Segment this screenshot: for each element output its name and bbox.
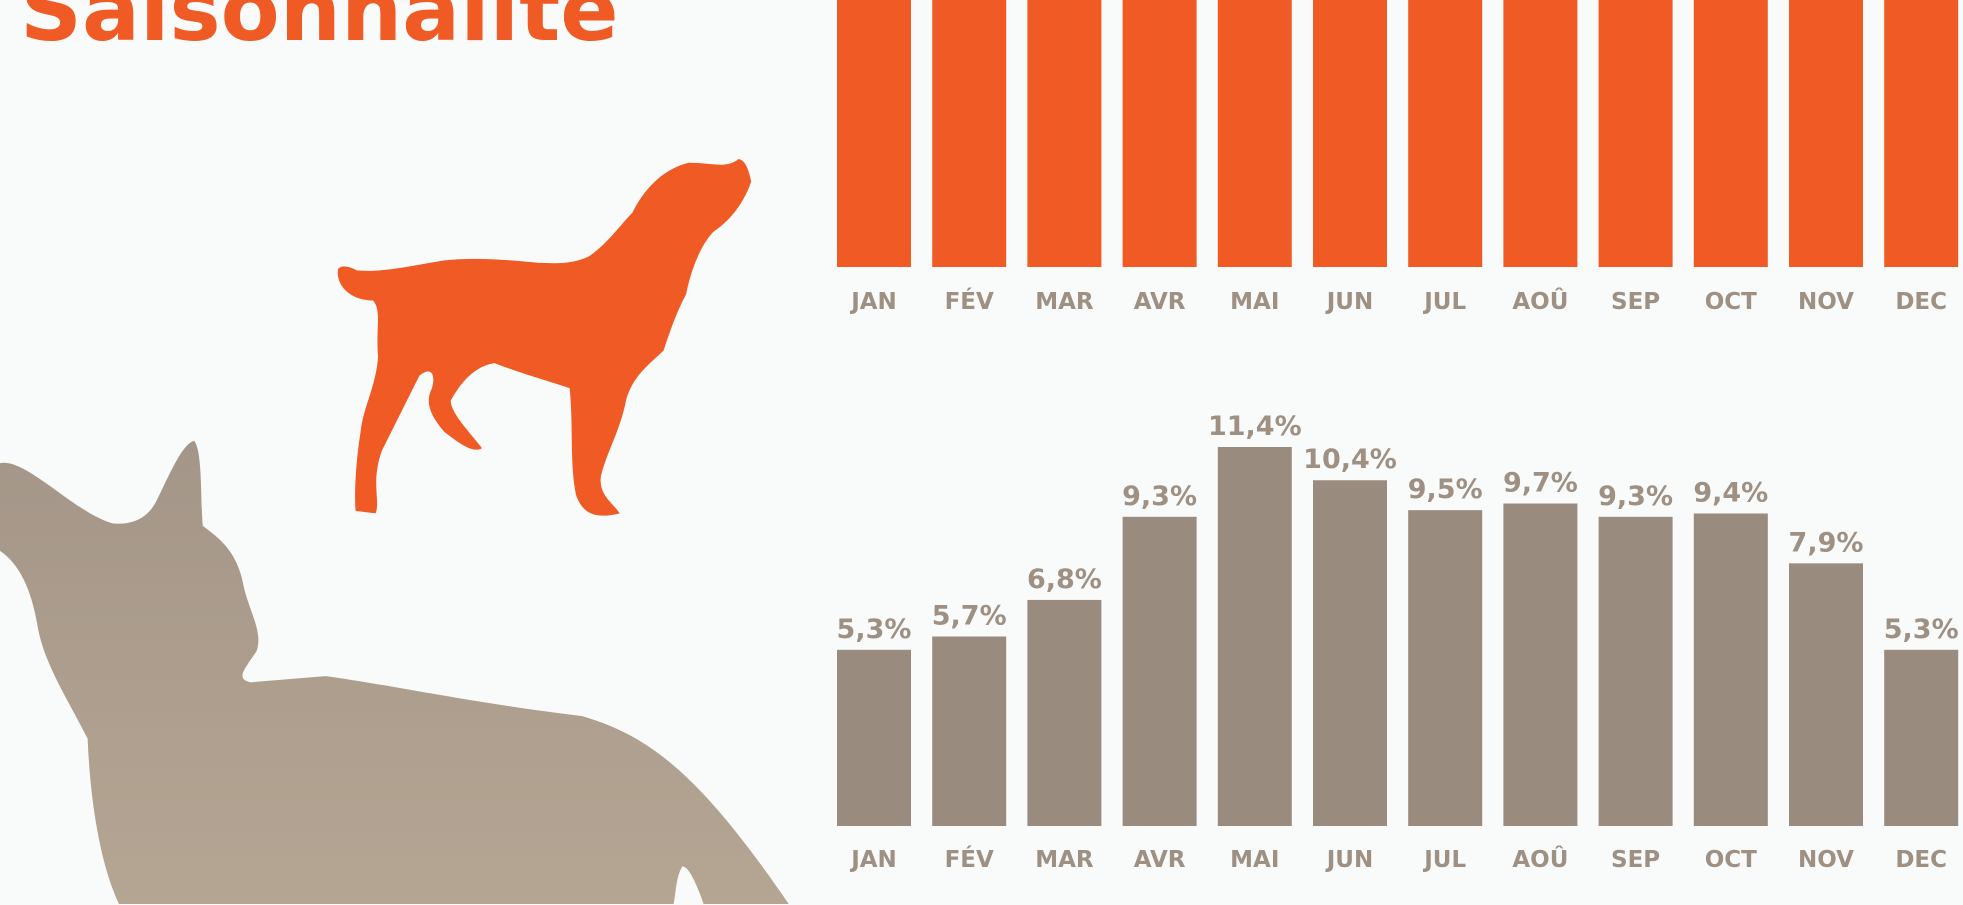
x-tick-label: AVR: [1134, 847, 1186, 873]
bar: [1694, 513, 1768, 826]
value-label: 9,7%: [1503, 468, 1578, 499]
x-tick-label: MAR: [1035, 847, 1094, 873]
x-tick-label: JUL: [1422, 847, 1466, 873]
x-tick-label: JAN: [849, 847, 897, 873]
page: Saisonnalité JAN FÉV MAR AVR MAI JUN JUL AOÛ SEP…: [0, 0, 1963, 905]
value-label: 5,3%: [837, 614, 912, 645]
cropped-bar: [1599, 0, 1673, 267]
value-label: 9,3%: [1122, 481, 1197, 512]
x-tick-label: OCT: [1705, 847, 1757, 873]
page-title: Saisonnalité: [20, 0, 619, 61]
x-tick-label: MAI: [1230, 289, 1279, 315]
x-tick-label: AOÛ: [1512, 845, 1568, 873]
infographic: Saisonnalité JAN FÉV MAR AVR MAI JUN JUL AOÛ SEP…: [0, 0, 1963, 905]
bar: [1123, 517, 1197, 826]
value-label: 9,5%: [1408, 474, 1483, 505]
value-label: 9,4%: [1693, 477, 1768, 508]
x-tick-label: MAR: [1035, 289, 1094, 315]
x-tick-label: NOV: [1798, 289, 1854, 315]
x-tick-label: AOÛ: [1512, 287, 1568, 315]
value-label: 10,4%: [1303, 444, 1397, 475]
x-tick-label: FÉV: [945, 845, 994, 873]
x-tick-label: JAN: [849, 289, 897, 315]
x-tick-label: AVR: [1134, 289, 1186, 315]
x-tick-label: SEP: [1611, 289, 1660, 315]
bar: [1027, 600, 1101, 826]
value-label: 9,3%: [1598, 481, 1673, 512]
value-label: 6,8%: [1027, 564, 1102, 595]
cropped-bar: [1123, 0, 1197, 267]
x-tick-label: JUN: [1325, 289, 1373, 315]
x-tick-label: OCT: [1705, 289, 1757, 315]
x-tick-label: JUL: [1422, 289, 1466, 315]
cropped-bar: [1884, 0, 1958, 267]
cropped-bar: [932, 0, 1006, 267]
cropped-bar: [837, 0, 911, 267]
value-label: 5,3%: [1884, 614, 1959, 645]
bar: [1218, 447, 1292, 826]
bar: [932, 637, 1006, 827]
x-tick-label: JUN: [1325, 847, 1373, 873]
cropped-bar: [1694, 0, 1768, 267]
x-tick-label: DEC: [1895, 289, 1947, 315]
bar: [1503, 504, 1577, 826]
value-label: 11,4%: [1208, 411, 1302, 442]
cropped-bar: [1218, 0, 1292, 267]
x-tick-label: NOV: [1798, 847, 1854, 873]
value-label: 7,9%: [1789, 527, 1864, 558]
cropped-bar: [1313, 0, 1387, 267]
bar: [1313, 480, 1387, 826]
x-tick-label: DEC: [1895, 847, 1947, 873]
bar: [1408, 510, 1482, 826]
cropped-bar: [1503, 0, 1577, 267]
value-label: 5,7%: [932, 601, 1007, 632]
cropped-bar: [1408, 0, 1482, 267]
x-tick-label: FÉV: [945, 287, 994, 315]
cropped-bar: [1027, 0, 1101, 267]
x-tick-label: MAI: [1230, 847, 1279, 873]
x-tick-label: SEP: [1611, 847, 1660, 873]
bar: [1789, 563, 1863, 826]
bar: [1884, 650, 1958, 826]
bar: [1599, 517, 1673, 826]
cropped-bar: [1789, 0, 1863, 267]
bar: [837, 650, 911, 826]
